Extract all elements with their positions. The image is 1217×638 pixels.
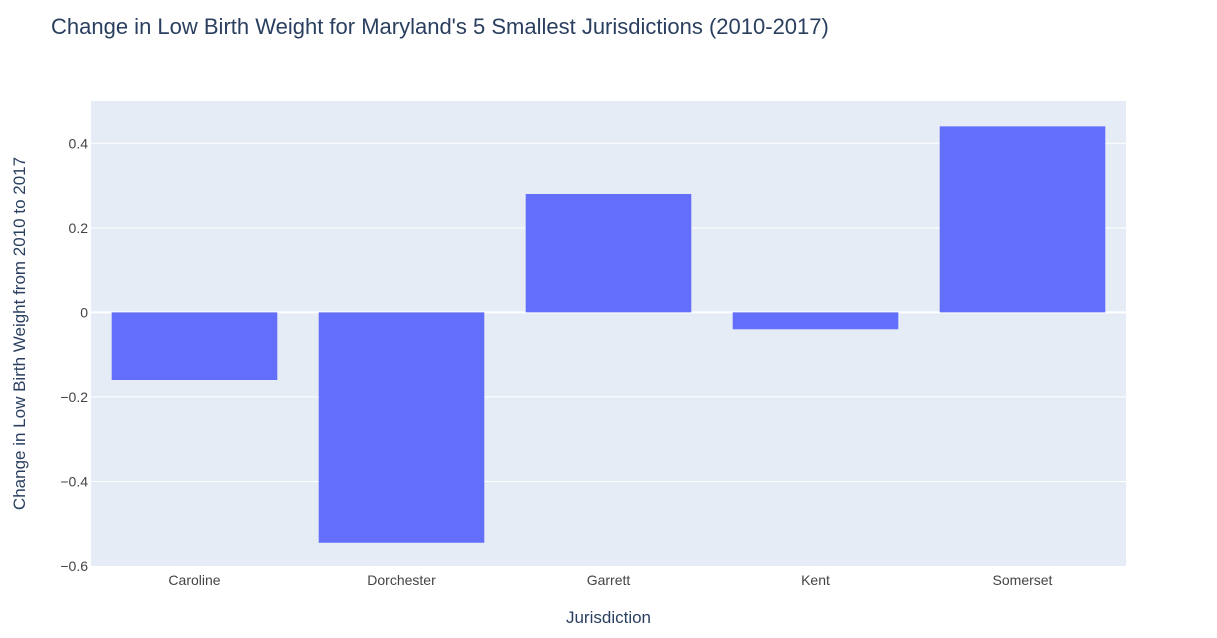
y-axis-title: Change in Low Birth Weight from 2010 to … <box>10 157 29 510</box>
bar-garrett[interactable] <box>525 194 692 313</box>
x-tick-label: Kent <box>801 572 830 588</box>
x-axis-title: Jurisdiction <box>566 608 651 627</box>
chart-title: Change in Low Birth Weight for Maryland'… <box>51 14 829 39</box>
y-tick-label: −0.4 <box>60 473 88 489</box>
y-tick-label: −0.2 <box>60 389 88 405</box>
x-tick-label: Caroline <box>168 572 220 588</box>
bar-dorchester[interactable] <box>318 312 485 543</box>
bars <box>111 126 1106 543</box>
bar-kent[interactable] <box>732 312 899 330</box>
x-tick-label: Somerset <box>993 572 1053 588</box>
y-tick-label: 0 <box>80 304 88 320</box>
x-tick-labels: Caroline Dorchester Garrett Kent Somerset <box>168 572 1052 588</box>
y-tick-labels: 0.4 0.2 0 −0.2 −0.4 −0.6 <box>60 135 88 574</box>
x-tick-label: Garrett <box>587 572 631 588</box>
y-tick-label: −0.6 <box>60 558 88 574</box>
x-tick-label: Dorchester <box>367 572 436 588</box>
y-tick-label: 0.4 <box>69 135 89 151</box>
bar-somerset[interactable] <box>939 126 1106 313</box>
bar-caroline[interactable] <box>111 312 278 380</box>
y-tick-label: 0.2 <box>69 220 89 236</box>
